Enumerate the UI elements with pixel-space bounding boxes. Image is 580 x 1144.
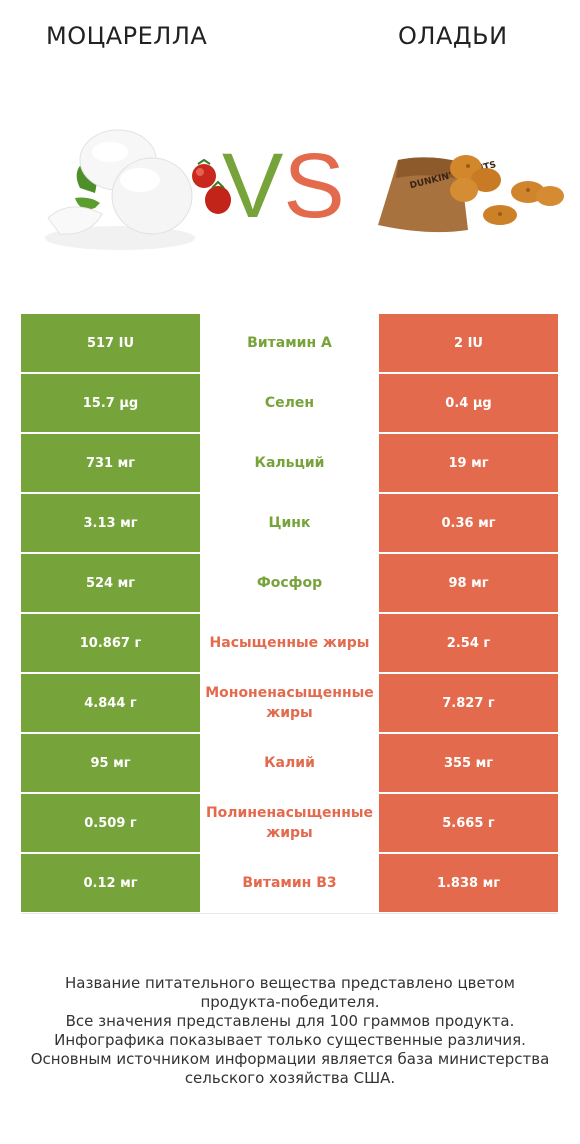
nutrient-name: Мононенасыщенные жиры xyxy=(200,674,379,732)
nutrient-name: Витамин A xyxy=(200,314,379,372)
row-divider xyxy=(21,552,558,554)
footnote: Название питательного вещества представл… xyxy=(20,974,560,1088)
nutrient-name: Цинк xyxy=(200,494,379,552)
footnote-line: Инфографика показывает только существенн… xyxy=(54,1031,526,1049)
vs-letter-s: S xyxy=(283,135,345,237)
row-divider xyxy=(21,492,558,494)
hash-browns-image: DUNKIN' DONUTS xyxy=(378,155,564,233)
table-bottom-divider xyxy=(21,913,558,914)
right-value: 355 мг xyxy=(379,734,558,792)
footnote-line: Название питательного вещества представл… xyxy=(65,974,515,992)
row-divider xyxy=(21,852,558,854)
table-row: 15.7 µg Селен 0.4 µg xyxy=(21,374,558,434)
mozzarella-image xyxy=(45,129,231,250)
right-value: 1.838 мг xyxy=(379,854,558,912)
table-row: 0.509 г Полиненасыщенные жиры 5.665 г xyxy=(21,794,558,854)
row-divider xyxy=(21,732,558,734)
table-row: 10.867 г Насыщенные жиры 2.54 г xyxy=(21,614,558,674)
nutrient-name: Насыщенные жиры xyxy=(200,614,379,672)
nutrient-name: Кальций xyxy=(200,434,379,492)
right-value: 7.827 г xyxy=(379,674,558,732)
left-product-title: МОЦАРЕЛЛА xyxy=(46,22,208,50)
left-value: 10.867 г xyxy=(21,614,200,672)
right-value: 2 IU xyxy=(379,314,558,372)
row-divider xyxy=(21,612,558,614)
left-value: 0.12 мг xyxy=(21,854,200,912)
left-value: 15.7 µg xyxy=(21,374,200,432)
right-value: 98 мг xyxy=(379,554,558,612)
table-row: 524 мг Фосфор 98 мг xyxy=(21,554,558,614)
nutrient-name: Витамин B3 xyxy=(200,854,379,912)
nutrient-name: Селен xyxy=(200,374,379,432)
right-value: 0.36 мг xyxy=(379,494,558,552)
footnote-line: продукта-победителя. xyxy=(200,993,380,1011)
table-row: 3.13 мг Цинк 0.36 мг xyxy=(21,494,558,554)
footnote-line: сельского хозяйства США. xyxy=(184,1069,396,1087)
left-value: 95 мг xyxy=(21,734,200,792)
row-divider xyxy=(21,672,558,674)
row-divider xyxy=(21,792,558,794)
right-value: 2.54 г xyxy=(379,614,558,672)
footnote-line: Все значения представлены для 100 граммо… xyxy=(65,1012,515,1030)
left-value: 524 мг xyxy=(21,554,200,612)
vs-letter-v: V xyxy=(222,135,284,237)
nutrient-name: Фосфор xyxy=(200,554,379,612)
left-value: 3.13 мг xyxy=(21,494,200,552)
table-row: 0.12 мг Витамин B3 1.838 мг xyxy=(21,854,558,914)
right-value: 5.665 г xyxy=(379,794,558,852)
left-value: 731 мг xyxy=(21,434,200,492)
footnote-line: Основным источником информации является … xyxy=(30,1050,550,1068)
right-product-title: ОЛАДЬИ xyxy=(398,22,508,50)
nutrient-name: Полиненасыщенные жиры xyxy=(200,794,379,852)
table-row: 731 мг Кальций 19 мг xyxy=(21,434,558,494)
table-row: 4.844 г Мононенасыщенные жиры 7.827 г xyxy=(21,674,558,734)
left-value: 0.509 г xyxy=(21,794,200,852)
nutrient-name: Калий xyxy=(200,734,379,792)
vs-label: VS xyxy=(222,136,352,236)
right-value: 19 мг xyxy=(379,434,558,492)
left-value: 4.844 г xyxy=(21,674,200,732)
right-value: 0.4 µg xyxy=(379,374,558,432)
row-divider xyxy=(21,432,558,434)
left-value: 517 IU xyxy=(21,314,200,372)
row-divider xyxy=(21,372,558,374)
table-row: 95 мг Калий 355 мг xyxy=(21,734,558,794)
